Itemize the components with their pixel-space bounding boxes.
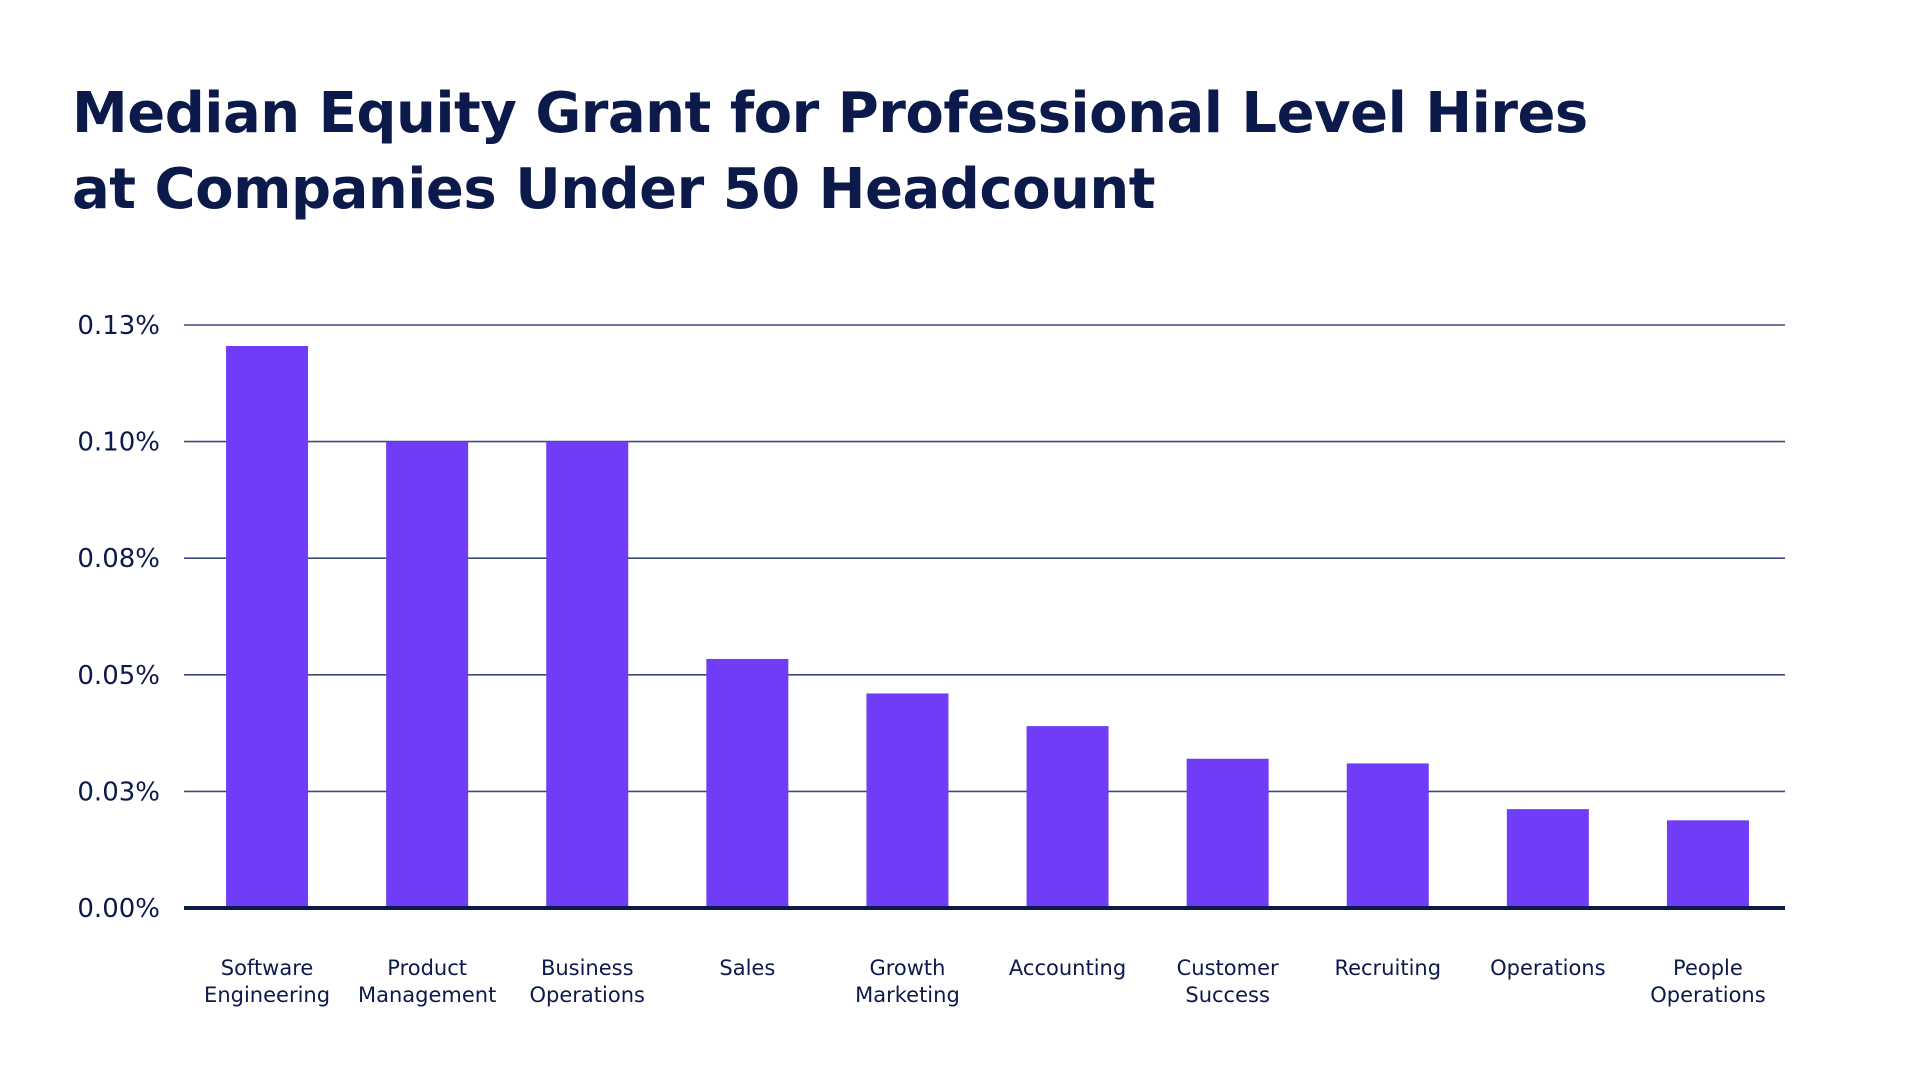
bar (1026, 726, 1109, 908)
chart-title-line-2: at Companies Under 50 Headcount (72, 157, 1156, 222)
x-category-label: Accounting (1009, 956, 1126, 980)
x-category-label: Product (387, 956, 467, 980)
x-category-label: Recruiting (1334, 956, 1441, 980)
x-category-label: Success (1185, 983, 1270, 1007)
x-category-label: Sales (719, 956, 775, 980)
x-category-label: People (1673, 956, 1743, 980)
y-tick-label: 0.00% (77, 894, 160, 924)
y-tick-label: 0.08% (77, 544, 160, 574)
y-tick-label: 0.03% (77, 777, 160, 807)
bars (226, 345, 1749, 908)
bar (546, 441, 629, 908)
x-category-label: Management (358, 983, 496, 1007)
bar (866, 693, 949, 908)
x-category-label: Software (221, 956, 314, 980)
bar (1346, 763, 1429, 908)
y-axis-tick-labels: 0.00% 0.03% 0.05% 0.08% 0.10% 0.13% (77, 311, 160, 924)
bar (1506, 809, 1589, 908)
x-category-label: Customer (1177, 956, 1279, 980)
x-category-label: Engineering (204, 983, 330, 1007)
x-category-label: Growth (869, 956, 945, 980)
y-tick-label: 0.05% (77, 661, 160, 691)
bar (706, 658, 789, 908)
bar (1666, 820, 1749, 908)
x-axis-category-labels: Software Engineering Product Management Busi… (204, 956, 1766, 1007)
x-category-label: Operations (1490, 956, 1605, 980)
bar (1186, 758, 1269, 908)
x-category-label: Business (541, 956, 634, 980)
chart-title: Median Equity Grant for Professional Lev… (72, 76, 1588, 228)
chart-title-line-1: Median Equity Grant for Professional Lev… (72, 81, 1588, 146)
x-category-label: Operations (530, 983, 645, 1007)
x-category-label: Marketing (855, 983, 960, 1007)
y-tick-label: 0.10% (77, 428, 160, 458)
bar (386, 441, 469, 908)
y-tick-label: 0.13% (77, 311, 160, 341)
bar (226, 345, 309, 908)
x-category-label: Operations (1650, 983, 1765, 1007)
